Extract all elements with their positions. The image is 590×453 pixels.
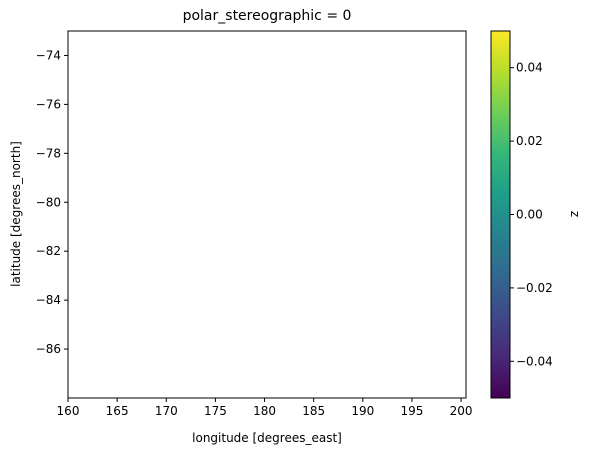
y-tick-label: −78 <box>36 146 61 160</box>
x-tick-label: 170 <box>155 404 178 418</box>
x-axis-label: longitude [degrees_east] <box>192 431 342 445</box>
x-tick-label: 185 <box>302 404 325 418</box>
colorbar-tick-label: −0.02 <box>516 281 553 295</box>
y-tick-label: −76 <box>36 97 61 111</box>
y-tick-label: −86 <box>36 342 61 356</box>
colorbar-tick-label: 0.02 <box>516 134 543 148</box>
x-tick-label: 165 <box>106 404 129 418</box>
chart-title: polar_stereographic = 0 <box>183 8 352 24</box>
colorbar-ticks: 0.04 0.02 0.00 −0.02 −0.04 <box>510 61 553 368</box>
x-axis-ticks: 160 165 170 175 180 185 190 195 200 <box>57 398 473 418</box>
colorbar-label: z <box>568 211 582 217</box>
y-axis-label: latitude [degrees_north] <box>9 141 23 287</box>
x-tick-label: 175 <box>204 404 227 418</box>
y-tick-label: −80 <box>36 195 61 209</box>
x-tick-label: 200 <box>450 404 473 418</box>
y-tick-label: −82 <box>36 244 61 258</box>
colorbar <box>490 30 511 399</box>
colorbar-tick-label: 0.04 <box>516 61 543 75</box>
y-axis-ticks: −74 −76 −78 −80 −82 −84 −86 <box>36 48 68 356</box>
x-tick-label: 190 <box>351 404 374 418</box>
x-tick-label: 180 <box>253 404 276 418</box>
colorbar-tick-label: 0.00 <box>516 208 543 222</box>
plot-area <box>67 30 467 399</box>
colorbar-tick-label: −0.04 <box>516 354 553 368</box>
x-tick-label: 160 <box>57 404 80 418</box>
y-tick-label: −74 <box>36 48 61 62</box>
y-tick-label: −84 <box>36 293 61 307</box>
x-tick-label: 195 <box>400 404 423 418</box>
